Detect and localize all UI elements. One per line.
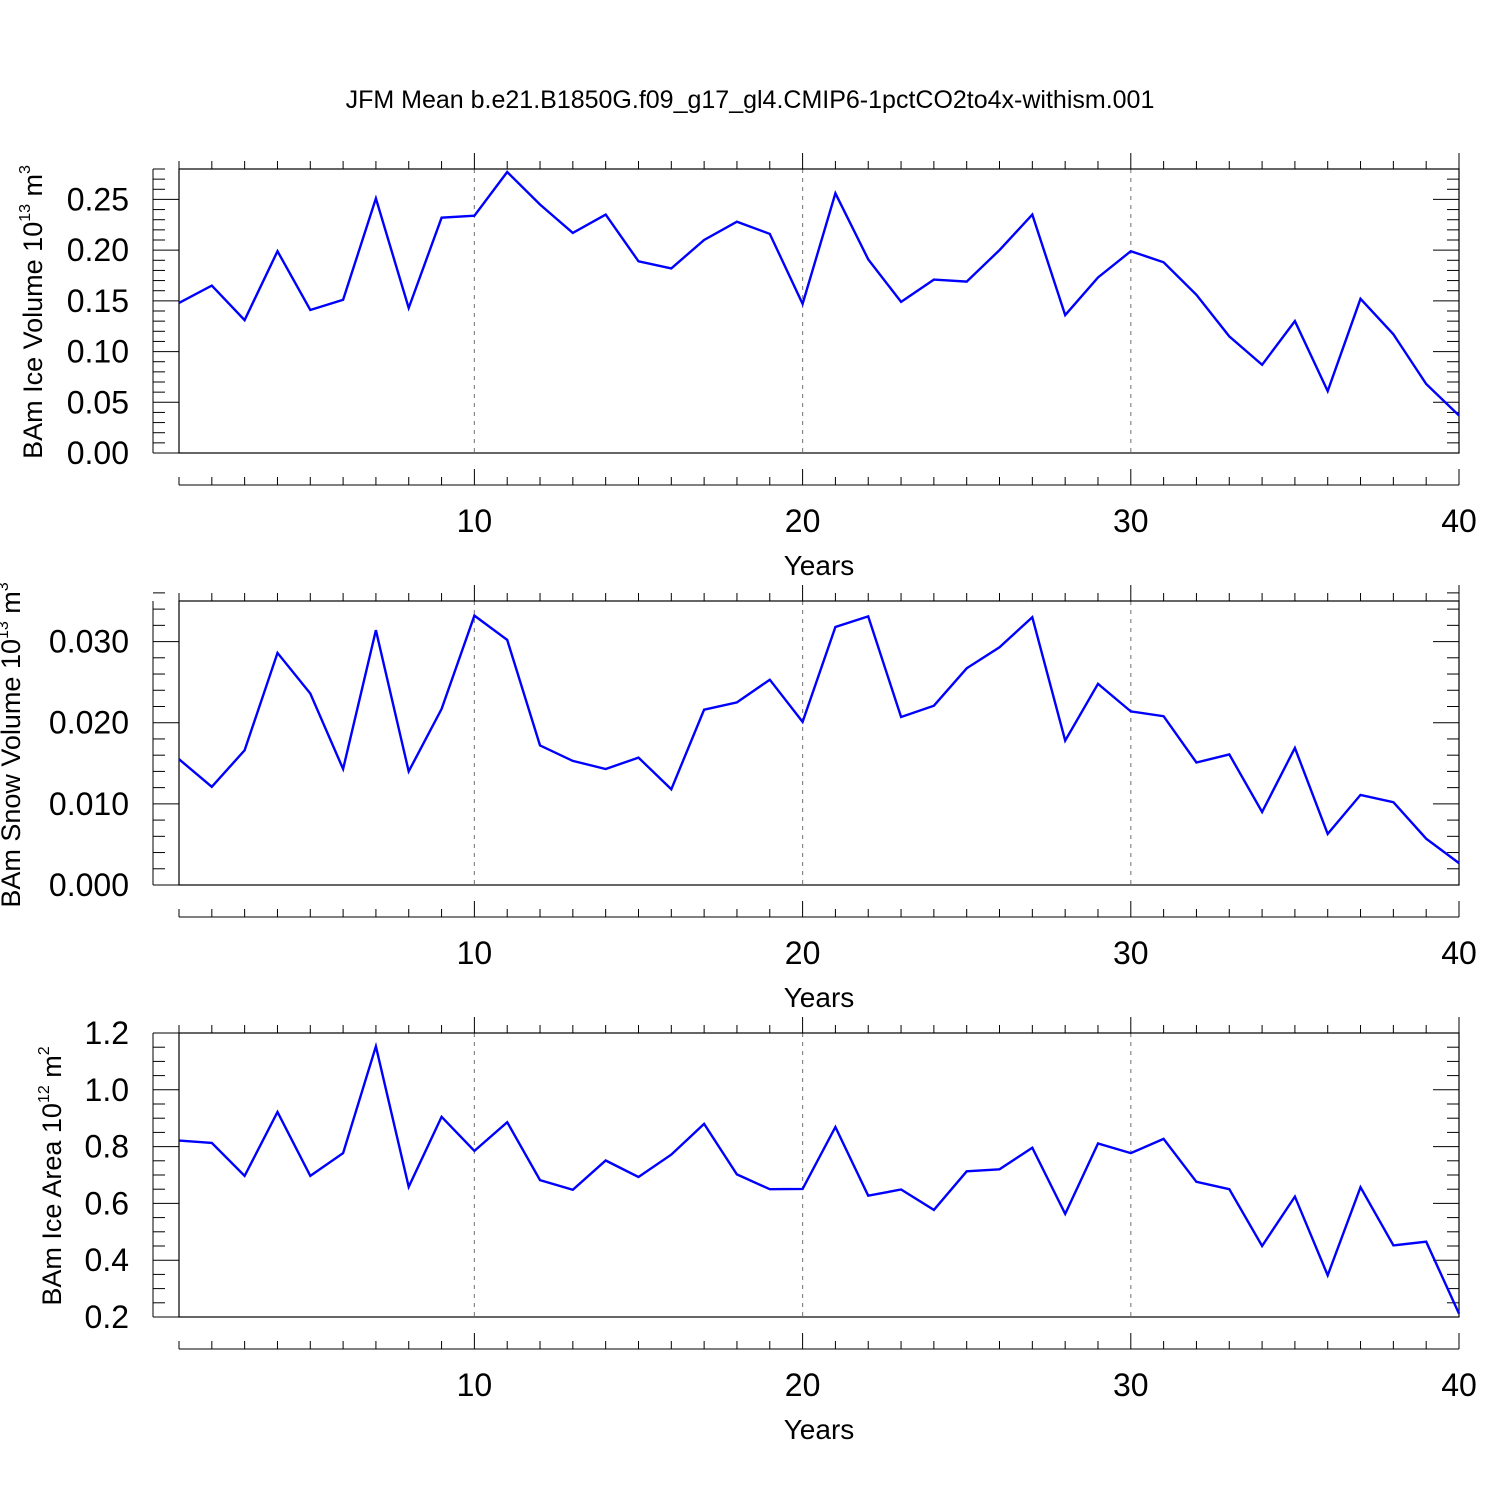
x-tick-label: 40: [1441, 1367, 1477, 1403]
x-tick-label: 20: [785, 935, 821, 971]
y-tick-label: 0.010: [49, 786, 129, 822]
x-tick-label: 10: [457, 935, 493, 971]
x-tick-label: 40: [1441, 503, 1477, 539]
x-tick-label: 20: [785, 1367, 821, 1403]
y-tick-label: 0.2: [85, 1299, 129, 1335]
y-tick-label: 0.25: [67, 181, 129, 217]
y-axis-label: BAm Snow Volume 1013 m3: [0, 582, 26, 907]
y-tick-label: 1.0: [85, 1072, 129, 1108]
y-axis-label-exponent: 13: [17, 204, 34, 222]
x-axis-label: Years: [784, 1414, 855, 1445]
y-axis-label-unit-exponent: 2: [36, 1046, 53, 1055]
series-line: [178, 613, 1460, 865]
y-axis-label-unit-exponent: 3: [17, 165, 34, 174]
y-tick-label: 0.8: [85, 1129, 129, 1165]
y-axis-label-exponent: 13: [0, 621, 12, 639]
x-tick-label: 30: [1113, 503, 1149, 539]
y-axis-label: BAm Ice Volume 1013 m3: [17, 165, 48, 459]
x-tick-label: 30: [1113, 935, 1149, 971]
y-axis-label-text: BAm Ice Volume 10: [18, 222, 48, 459]
plot-frame: [178, 600, 1460, 886]
y-axis-label-unit: m: [18, 174, 48, 204]
y-tick-label: 0.15: [67, 283, 129, 319]
x-tick-label: 10: [457, 503, 493, 539]
panel-3: 10 20 30 40 0.2 0.4 0.6 0.8 1.0 1.2 Years BAm Ice A…: [36, 1015, 1477, 1445]
y-axis-label-unit: m: [0, 591, 26, 621]
y-tick-label: 0.10: [67, 334, 129, 370]
x-tick-label: 30: [1113, 1367, 1149, 1403]
y-axis-label: BAm Ice Area 1012 m2: [36, 1046, 67, 1305]
panel-2: 10 20 30 40 0.000 0.010 0.020 0.030 Years BAm Sno…: [0, 582, 1477, 1013]
y-axis-label-text: BAm Snow Volume 10: [0, 639, 26, 908]
y-tick-label: 0.030: [49, 624, 129, 660]
x-axis-label: Years: [784, 982, 855, 1013]
panel-1: 10 20 30 40 0.00 0.05 0.10 0.15 0.20 0.25 Years BAm…: [17, 153, 1477, 581]
x-tick-label: 40: [1441, 935, 1477, 971]
y-tick-label: 0.6: [85, 1185, 129, 1221]
y-axis-label-unit-exponent: 3: [0, 582, 12, 591]
y-tick-label: 0.00: [67, 435, 129, 471]
x-tick-label: 20: [785, 503, 821, 539]
y-tick-label: 1.2: [85, 1015, 129, 1051]
x-tick-label: 10: [457, 1367, 493, 1403]
y-tick-label: 0.05: [67, 384, 129, 420]
y-tick-label: 0.20: [67, 232, 129, 268]
y-axis-label-exponent: 12: [36, 1085, 53, 1103]
x-axis-label: Years: [784, 550, 855, 581]
y-axis-label-text: BAm Ice Area 10: [37, 1103, 67, 1306]
y-tick-label: 0.020: [49, 705, 129, 741]
series-line: [178, 170, 1460, 417]
y-axis-label-unit: m: [37, 1055, 67, 1085]
plot-frame: [178, 1032, 1460, 1318]
chart-title: JFM Mean b.e21.B1850G.f09_g17_gl4.CMIP6-…: [346, 86, 1155, 114]
series-line: [178, 1041, 1461, 1315]
y-tick-label: 0.4: [85, 1242, 129, 1278]
y-tick-label: 0.000: [49, 867, 129, 903]
